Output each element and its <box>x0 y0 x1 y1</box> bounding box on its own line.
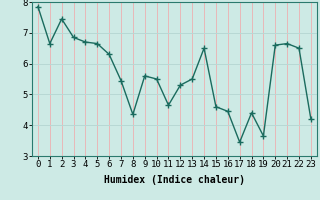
X-axis label: Humidex (Indice chaleur): Humidex (Indice chaleur) <box>104 175 245 185</box>
